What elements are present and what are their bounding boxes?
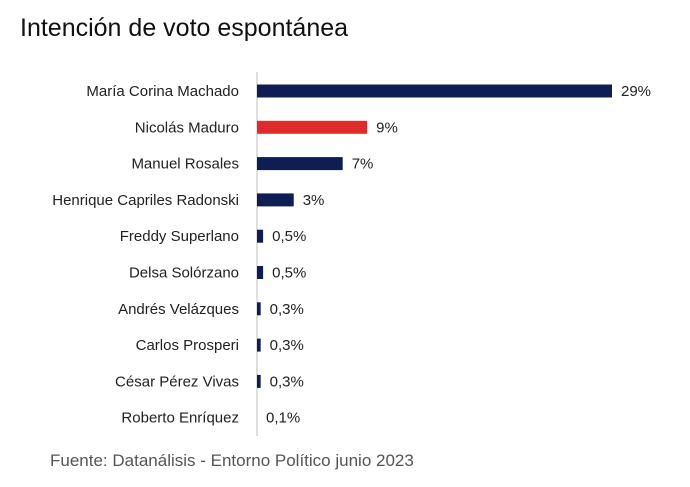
data-label: 0,3% (270, 373, 304, 390)
bar (257, 157, 343, 171)
category-label: María Corina Machado (86, 83, 239, 100)
category-label: Freddy Superlano (120, 228, 239, 245)
data-label: 0,5% (272, 228, 306, 245)
bar (257, 266, 264, 279)
bar (257, 120, 368, 134)
data-label: 9% (376, 119, 398, 136)
category-label: César Pérez Vivas (115, 373, 239, 390)
category-label: Delsa Solórzano (129, 265, 239, 282)
bar (257, 193, 294, 207)
data-label: 7% (352, 156, 374, 173)
data-label: 0,5% (272, 265, 306, 282)
category-label: Henrique Capriles Radonski (52, 192, 239, 209)
category-label: Manuel Rosales (131, 156, 239, 173)
data-label: 0,1% (266, 410, 300, 427)
category-label: Andrés Velázques (118, 301, 239, 318)
bar (257, 229, 264, 243)
category-label: Roberto Enríquez (121, 410, 239, 427)
data-label: 3% (303, 192, 325, 209)
data-label: 29% (621, 83, 651, 100)
source-note: Fuente: Datanálisis - Entorno Político j… (50, 451, 414, 470)
category-label: Carlos Prosperi (136, 337, 239, 354)
bar (257, 338, 261, 352)
bar (257, 302, 261, 316)
chart-title: Intención de voto espontánea (20, 14, 349, 42)
bar (257, 374, 261, 388)
data-label: 0,3% (270, 301, 304, 318)
category-label: Nicolás Maduro (135, 119, 239, 136)
bar (257, 84, 612, 98)
data-label: 0,3% (270, 337, 304, 354)
